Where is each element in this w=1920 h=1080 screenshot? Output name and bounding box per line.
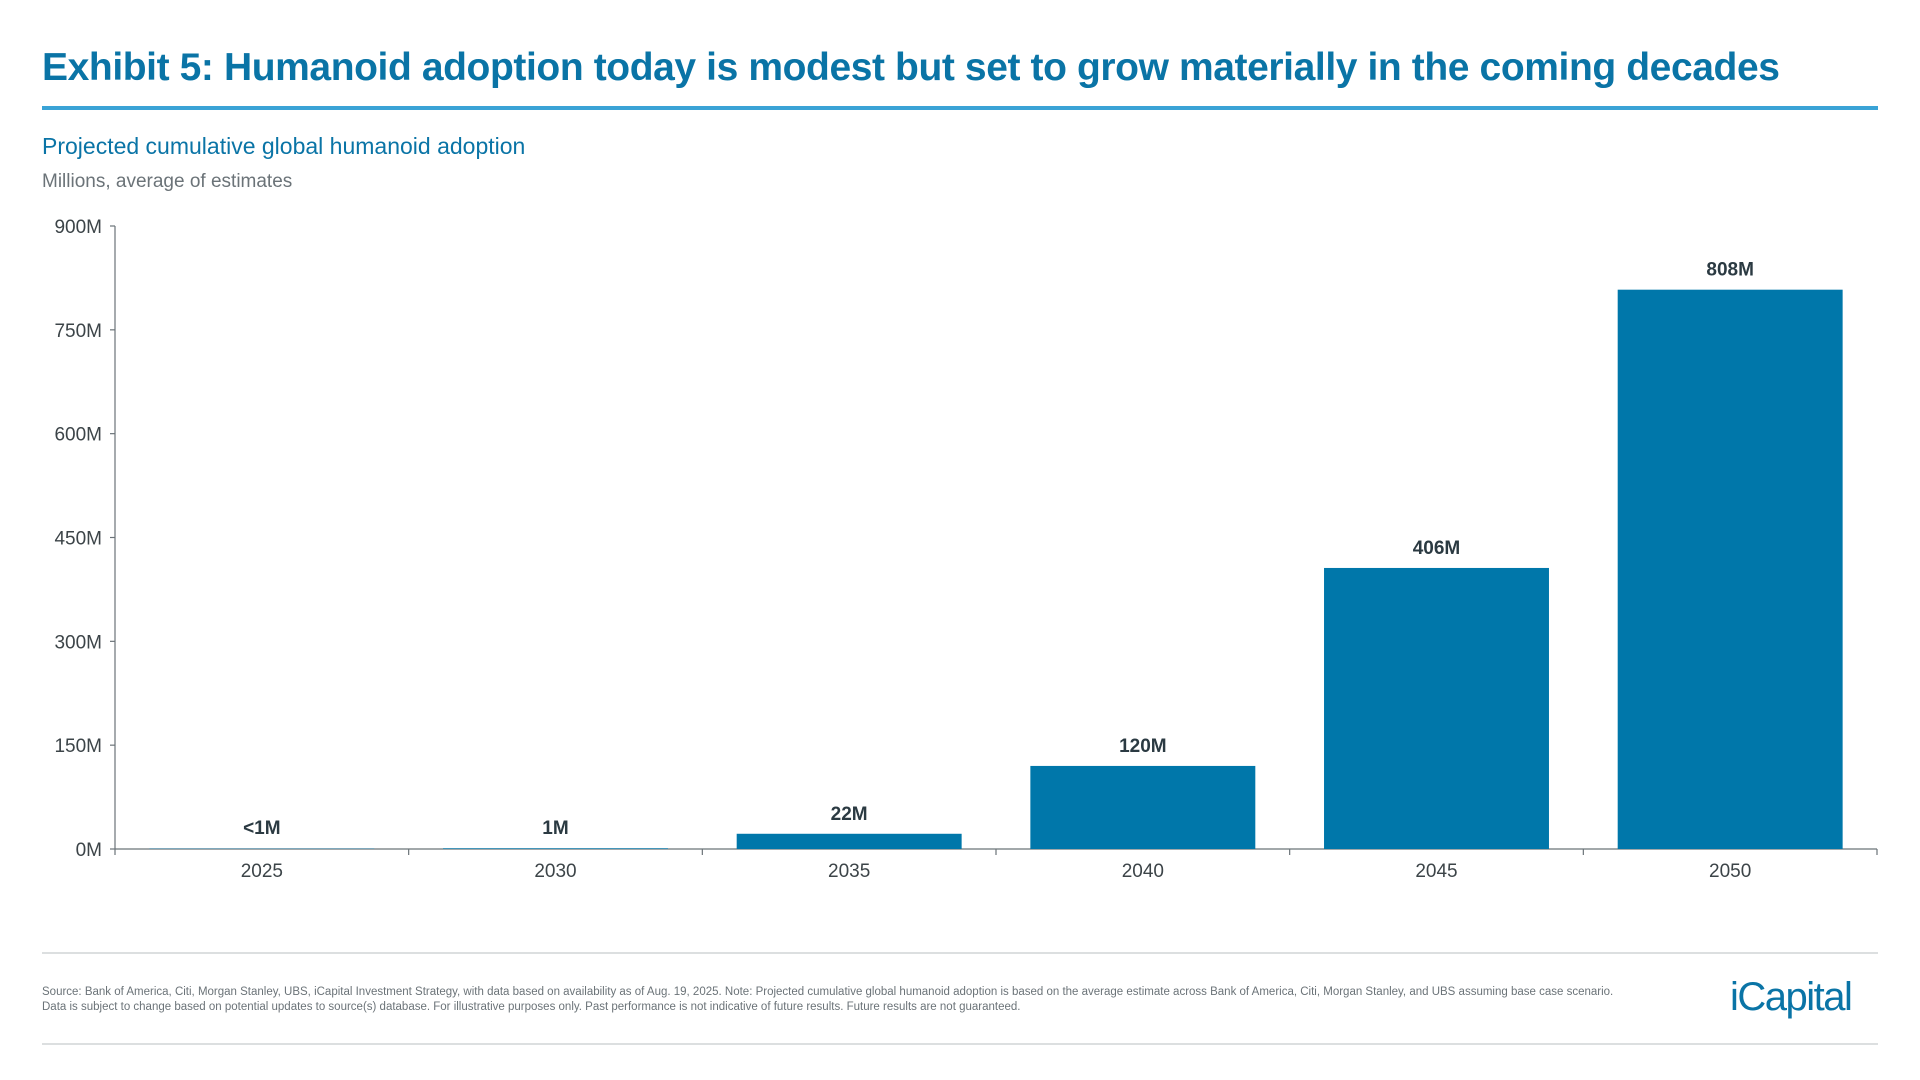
data-label: 808M [1706, 260, 1754, 281]
bar [1617, 289, 1843, 849]
y-tick-label: 150M [54, 736, 102, 757]
bar [1030, 765, 1256, 849]
data-label: 120M [1119, 736, 1167, 757]
data-label: 22M [831, 804, 868, 825]
x-tick-label: 2030 [534, 861, 576, 882]
bar [736, 833, 962, 849]
y-tick-label: 450M [54, 529, 102, 550]
footnote: Source: Bank of America, Citi, Morgan St… [42, 985, 1702, 1015]
chart-units: Millions, average of estimates [42, 171, 293, 192]
icapital-logo: iCapital [1730, 975, 1853, 1019]
y-tick-label: 300M [54, 632, 102, 653]
data-label: <1M [243, 818, 281, 839]
footer-divider-top [42, 952, 1878, 954]
x-tick-label: 2025 [241, 861, 283, 882]
chart-subtitle: Projected cumulative global humanoid ado… [42, 133, 526, 159]
x-tick-label: 2035 [828, 861, 870, 882]
footer-divider-bottom [42, 1043, 1878, 1045]
bar-chart: 0M 150M 300M 450M 600M 750M 900M <1M 2025 1M 2030 2… [54, 217, 1878, 882]
title-rule [42, 106, 1878, 110]
data-label: 406M [1413, 538, 1461, 559]
y-tick-label: 600M [54, 425, 102, 446]
y-tick-label: 750M [54, 321, 102, 342]
y-tick-label: 900M [54, 217, 102, 238]
x-tick-label: 2050 [1709, 861, 1751, 882]
footnote-line-1: Source: Bank of America, Citi, Morgan St… [42, 986, 1614, 998]
data-label: 1M [542, 818, 568, 839]
footnote-line-2: Data is subject to change based on poten… [42, 1001, 1021, 1013]
chart-title: Exhibit 5: Humanoid adoption today is mo… [42, 46, 1780, 89]
x-tick-label: 2040 [1122, 861, 1164, 882]
bar [1324, 567, 1549, 849]
x-tick-label: 2045 [1415, 861, 1457, 882]
y-tick-label: 0M [76, 840, 102, 861]
bar [443, 848, 668, 849]
